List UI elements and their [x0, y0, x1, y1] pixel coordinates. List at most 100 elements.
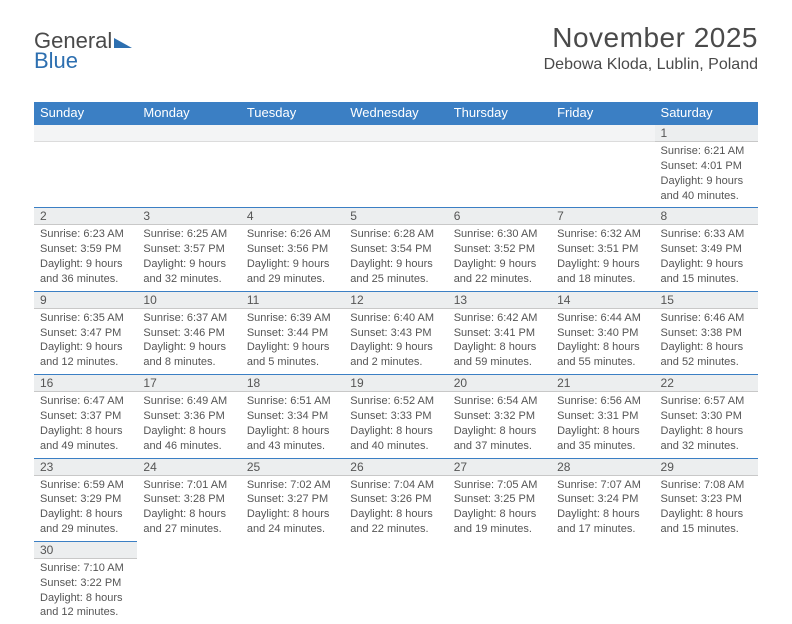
- daylight-text: Daylight: 9 hours and 8 minutes.: [143, 340, 234, 370]
- day-details-cell: Sunrise: 6:42 AMSunset: 3:41 PMDaylight:…: [448, 308, 551, 374]
- day-details-cell: Sunrise: 7:02 AMSunset: 3:27 PMDaylight:…: [241, 475, 344, 541]
- calendar-table: Sunday Monday Tuesday Wednesday Thursday…: [34, 102, 758, 624]
- daylight-text: Daylight: 8 hours and 40 minutes.: [350, 424, 441, 454]
- sunrise-text: Sunrise: 6:56 AM: [557, 394, 648, 409]
- day-number-cell: 7: [551, 208, 654, 225]
- day-number-cell: [448, 125, 551, 142]
- day-details-cell: Sunrise: 7:04 AMSunset: 3:26 PMDaylight:…: [344, 475, 447, 541]
- sunrise-text: Sunrise: 6:54 AM: [454, 394, 545, 409]
- sunset-text: Sunset: 3:24 PM: [557, 492, 648, 507]
- day-number-cell: 1: [655, 125, 758, 142]
- weekday-header: Monday: [137, 102, 240, 125]
- day-details-cell: Sunrise: 7:10 AMSunset: 3:22 PMDaylight:…: [34, 558, 137, 624]
- sunset-text: Sunset: 3:31 PM: [557, 409, 648, 424]
- day-details-cell: Sunrise: 7:07 AMSunset: 3:24 PMDaylight:…: [551, 475, 654, 541]
- day-details-cell: Sunrise: 6:40 AMSunset: 3:43 PMDaylight:…: [344, 308, 447, 374]
- weekday-header: Tuesday: [241, 102, 344, 125]
- day-number-cell: 13: [448, 291, 551, 308]
- sunset-text: Sunset: 3:33 PM: [350, 409, 441, 424]
- day-number-cell: [241, 125, 344, 142]
- day-number-cell: 10: [137, 291, 240, 308]
- sunset-text: Sunset: 3:25 PM: [454, 492, 545, 507]
- sunset-text: Sunset: 3:32 PM: [454, 409, 545, 424]
- daylight-text: Daylight: 8 hours and 52 minutes.: [661, 340, 752, 370]
- day-number-cell: 20: [448, 375, 551, 392]
- day-number-cell: [34, 125, 137, 142]
- sunset-text: Sunset: 3:54 PM: [350, 242, 441, 257]
- day-number-cell: 15: [655, 291, 758, 308]
- day-number-cell: 12: [344, 291, 447, 308]
- daylight-text: Daylight: 9 hours and 2 minutes.: [350, 340, 441, 370]
- title-block: November 2025 Debowa Kloda, Lublin, Pola…: [544, 22, 758, 74]
- day-details-cell: Sunrise: 6:39 AMSunset: 3:44 PMDaylight:…: [241, 308, 344, 374]
- sunset-text: Sunset: 3:57 PM: [143, 242, 234, 257]
- sunrise-text: Sunrise: 6:21 AM: [661, 144, 752, 159]
- day-number-cell: 11: [241, 291, 344, 308]
- sunset-text: Sunset: 3:28 PM: [143, 492, 234, 507]
- sunrise-text: Sunrise: 7:04 AM: [350, 478, 441, 493]
- day-details-cell: Sunrise: 6:47 AMSunset: 3:37 PMDaylight:…: [34, 392, 137, 458]
- day-number-cell: 21: [551, 375, 654, 392]
- day-details-cell: [344, 142, 447, 208]
- day-details-cell: Sunrise: 6:23 AMSunset: 3:59 PMDaylight:…: [34, 225, 137, 291]
- day-number-cell: 2: [34, 208, 137, 225]
- weekday-header: Sunday: [34, 102, 137, 125]
- day-details-cell: Sunrise: 6:59 AMSunset: 3:29 PMDaylight:…: [34, 475, 137, 541]
- day-details-cell: Sunrise: 6:32 AMSunset: 3:51 PMDaylight:…: [551, 225, 654, 291]
- sunset-text: Sunset: 3:26 PM: [350, 492, 441, 507]
- daylight-text: Daylight: 9 hours and 32 minutes.: [143, 257, 234, 287]
- day-details-cell: [137, 142, 240, 208]
- day-number-row: 1: [34, 125, 758, 142]
- day-number-cell: 18: [241, 375, 344, 392]
- day-details-row: Sunrise: 6:21 AMSunset: 4:01 PMDaylight:…: [34, 142, 758, 208]
- daylight-text: Daylight: 9 hours and 22 minutes.: [454, 257, 545, 287]
- sunset-text: Sunset: 4:01 PM: [661, 159, 752, 174]
- day-details-cell: [551, 142, 654, 208]
- sunrise-text: Sunrise: 7:01 AM: [143, 478, 234, 493]
- sunrise-text: Sunrise: 6:52 AM: [350, 394, 441, 409]
- sunrise-text: Sunrise: 6:33 AM: [661, 227, 752, 242]
- daylight-text: Daylight: 9 hours and 18 minutes.: [557, 257, 648, 287]
- day-number-cell: 5: [344, 208, 447, 225]
- day-details-cell: [137, 558, 240, 624]
- sunrise-text: Sunrise: 6:59 AM: [40, 478, 131, 493]
- sunset-text: Sunset: 3:51 PM: [557, 242, 648, 257]
- sunset-text: Sunset: 3:40 PM: [557, 326, 648, 341]
- day-details-cell: [344, 558, 447, 624]
- day-details-row: Sunrise: 6:47 AMSunset: 3:37 PMDaylight:…: [34, 392, 758, 458]
- day-number-cell: [137, 125, 240, 142]
- daylight-text: Daylight: 8 hours and 43 minutes.: [247, 424, 338, 454]
- daylight-text: Daylight: 8 hours and 35 minutes.: [557, 424, 648, 454]
- daylight-text: Daylight: 8 hours and 49 minutes.: [40, 424, 131, 454]
- day-number-cell: 19: [344, 375, 447, 392]
- sunset-text: Sunset: 3:38 PM: [661, 326, 752, 341]
- sunrise-text: Sunrise: 7:07 AM: [557, 478, 648, 493]
- sunset-text: Sunset: 3:49 PM: [661, 242, 752, 257]
- daylight-text: Daylight: 8 hours and 17 minutes.: [557, 507, 648, 537]
- day-number-cell: 25: [241, 458, 344, 475]
- day-details-cell: [241, 558, 344, 624]
- day-number-row: 30: [34, 541, 758, 558]
- sunrise-text: Sunrise: 6:51 AM: [247, 394, 338, 409]
- sunset-text: Sunset: 3:36 PM: [143, 409, 234, 424]
- day-details-cell: Sunrise: 6:28 AMSunset: 3:54 PMDaylight:…: [344, 225, 447, 291]
- day-number-cell: 23: [34, 458, 137, 475]
- sunrise-text: Sunrise: 6:49 AM: [143, 394, 234, 409]
- daylight-text: Daylight: 8 hours and 27 minutes.: [143, 507, 234, 537]
- day-details-cell: Sunrise: 6:49 AMSunset: 3:36 PMDaylight:…: [137, 392, 240, 458]
- day-number-cell: 28: [551, 458, 654, 475]
- day-details-cell: Sunrise: 7:01 AMSunset: 3:28 PMDaylight:…: [137, 475, 240, 541]
- day-number-cell: 29: [655, 458, 758, 475]
- daylight-text: Daylight: 9 hours and 12 minutes.: [40, 340, 131, 370]
- sunset-text: Sunset: 3:29 PM: [40, 492, 131, 507]
- day-number-cell: 22: [655, 375, 758, 392]
- sunset-text: Sunset: 3:30 PM: [661, 409, 752, 424]
- sunrise-text: Sunrise: 6:30 AM: [454, 227, 545, 242]
- sunset-text: Sunset: 3:47 PM: [40, 326, 131, 341]
- sunset-text: Sunset: 3:52 PM: [454, 242, 545, 257]
- daylight-text: Daylight: 9 hours and 40 minutes.: [661, 174, 752, 204]
- logo-text-blue: Blue: [34, 48, 78, 74]
- daylight-text: Daylight: 8 hours and 55 minutes.: [557, 340, 648, 370]
- day-details-row: Sunrise: 6:59 AMSunset: 3:29 PM Daylight:…: [34, 475, 758, 541]
- daylight-text: Daylight: 9 hours and 5 minutes.: [247, 340, 338, 370]
